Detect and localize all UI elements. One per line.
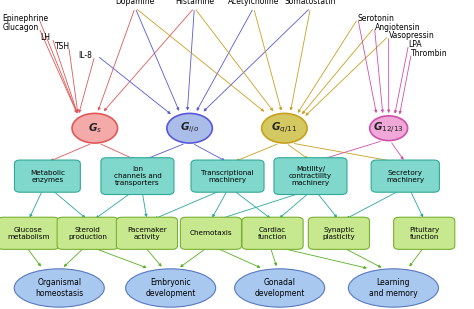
Text: Embryonic
development: Embryonic development: [146, 278, 196, 298]
Text: Serotonin: Serotonin: [358, 14, 395, 23]
Ellipse shape: [235, 269, 325, 307]
Text: Cardiac
function: Cardiac function: [258, 227, 287, 240]
FancyBboxPatch shape: [274, 158, 347, 195]
Text: G$_{12/13}$: G$_{12/13}$: [373, 121, 404, 136]
FancyBboxPatch shape: [180, 217, 242, 249]
Text: G$_{q/11}$: G$_{q/11}$: [271, 121, 298, 135]
Text: Steroid
production: Steroid production: [68, 227, 107, 240]
Text: Acetylcholine: Acetylcholine: [228, 0, 279, 6]
Text: Metabolic
enzymes: Metabolic enzymes: [30, 170, 65, 183]
Text: Learning
and memory: Learning and memory: [369, 278, 418, 298]
FancyBboxPatch shape: [117, 217, 177, 249]
Circle shape: [262, 113, 307, 143]
Text: Histamine: Histamine: [175, 0, 214, 6]
FancyBboxPatch shape: [101, 158, 174, 195]
Text: IL-8: IL-8: [78, 51, 92, 60]
Ellipse shape: [348, 269, 438, 307]
FancyBboxPatch shape: [14, 160, 80, 192]
Text: Gonadal
development: Gonadal development: [255, 278, 305, 298]
Text: G$_s$: G$_s$: [88, 121, 102, 135]
Text: Glucagon: Glucagon: [2, 23, 38, 32]
FancyBboxPatch shape: [371, 160, 439, 192]
Text: Transcriptional
machinery: Transcriptional machinery: [201, 170, 254, 183]
Text: Organismal
homeostasis: Organismal homeostasis: [35, 278, 83, 298]
Circle shape: [370, 116, 408, 141]
Text: Ion
channels and
transporters: Ion channels and transporters: [113, 166, 162, 186]
Circle shape: [72, 113, 118, 143]
Text: Vasopressin: Vasopressin: [389, 31, 435, 40]
Text: Dopamine: Dopamine: [116, 0, 155, 6]
Text: Somatostatin: Somatostatin: [285, 0, 336, 6]
Text: Pituitary
function: Pituitary function: [409, 227, 439, 240]
Circle shape: [167, 113, 212, 143]
Text: TSH: TSH: [55, 42, 70, 51]
FancyBboxPatch shape: [57, 217, 118, 249]
Text: Pacemaker
activity: Pacemaker activity: [127, 227, 167, 240]
FancyBboxPatch shape: [0, 217, 59, 249]
FancyBboxPatch shape: [191, 160, 264, 192]
Text: Chemotaxis: Chemotaxis: [190, 230, 232, 236]
Ellipse shape: [126, 269, 216, 307]
Text: Glucose
metabolism: Glucose metabolism: [7, 227, 50, 240]
Text: Angiotensin: Angiotensin: [374, 23, 420, 32]
Text: Motility/
contractility
machinery: Motility/ contractility machinery: [289, 166, 332, 186]
Text: LH: LH: [40, 33, 50, 42]
Ellipse shape: [14, 269, 104, 307]
FancyBboxPatch shape: [308, 217, 370, 249]
FancyBboxPatch shape: [242, 217, 303, 249]
Text: Thrombin: Thrombin: [411, 49, 448, 58]
FancyBboxPatch shape: [393, 217, 455, 249]
Text: Synaptic
plasticity: Synaptic plasticity: [322, 227, 356, 240]
Text: G$_{i/o}$: G$_{i/o}$: [180, 121, 199, 136]
Text: Epinephrine: Epinephrine: [2, 14, 48, 23]
Text: Secretory
machinery: Secretory machinery: [386, 170, 424, 183]
Text: LPA: LPA: [409, 40, 422, 49]
